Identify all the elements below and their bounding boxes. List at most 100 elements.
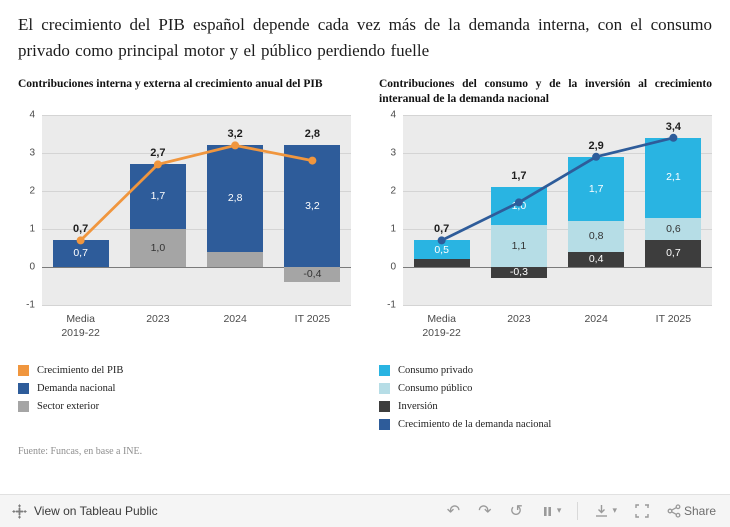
bar-segment-consumo-p-blico[interactable]: 1,1 (490, 225, 547, 267)
toolbar-divider (577, 502, 579, 520)
legend-item-inversi-n[interactable]: Inversión (379, 401, 712, 412)
gridline (403, 305, 712, 306)
bar-value-label: 0,6 (666, 222, 681, 235)
download-button[interactable]: ▾ (592, 504, 619, 518)
y-tick-label: 0 (29, 261, 35, 273)
y-tick-label: 4 (390, 109, 396, 121)
gridline (403, 153, 712, 154)
legend-item-consumo-privado[interactable]: Consumo privado (379, 365, 712, 376)
reset-icon: ↺ (509, 501, 523, 520)
line-value-label: 0,7 (72, 223, 89, 236)
bar-segment-inversi-n[interactable]: -0,3 (490, 266, 547, 279)
bar-segment-demanda-nacional[interactable]: 1,7 (129, 164, 186, 229)
plot-area[interactable]: -0,30,40,71,10,80,60,51,01,72,10,71,72,9… (403, 115, 712, 306)
chart-pib: Contribuciones interna y externa al crec… (18, 77, 351, 430)
x-tick-label: IT 2025 (655, 313, 692, 325)
legend-swatch (379, 401, 390, 412)
download-icon (594, 504, 609, 518)
y-tick-label: 0 (390, 261, 396, 273)
line-value-label: 0,7 (433, 223, 450, 236)
bar-segment-inversi-n[interactable]: 0,4 (568, 251, 625, 267)
view-on-tableau-link[interactable]: View on Tableau Public (12, 503, 158, 519)
y-tick-label: 2 (29, 185, 35, 197)
x-tick-label: 2024 (223, 313, 247, 325)
bar-value-label: 1,7 (150, 190, 166, 203)
legend-item-crecimiento-del-pib[interactable]: Crecimiento del PIB (18, 365, 351, 376)
x-tick-label: 2024 (584, 313, 608, 325)
x-tick-label: IT 2025 (294, 313, 331, 325)
bar-segment-consumo-privado[interactable]: 2,1 (645, 137, 702, 218)
legend-pib: Crecimiento del PIB Demanda nacional Secto… (18, 365, 351, 412)
bar-segment-consumo-privado[interactable]: 0,5 (413, 240, 470, 260)
dashboard-title: El crecimiento del PIB español depende c… (18, 15, 712, 60)
toolbar-buttons: ↶ ↷ ↺ ▾ ▾ (445, 502, 718, 520)
bar-segment-sector-exterior[interactable]: 1,0 (129, 229, 186, 267)
share-icon (667, 504, 681, 518)
x-axis: Media 2019-22 2023 2024 IT 2025 (42, 311, 351, 347)
line-series-crecimiento-de-la-demanda-nacional[interactable] (403, 115, 712, 305)
share-label: Share (683, 504, 716, 518)
chart-body: 4 3 2 1 0 -1 1,0 -0,4 0,7 1,7 2,8 3,2 0,7 2,7 3,2 2,8 … (18, 110, 351, 347)
legend-swatch (379, 365, 390, 376)
zero-line (42, 267, 351, 268)
chart-title-pib: Contribuciones interna y externa al crec… (18, 78, 323, 90)
chart-title-demanda: Contribuciones del consumo y de la inver… (379, 78, 712, 105)
bar-segment-demanda-nacional[interactable]: 2,8 (207, 145, 264, 252)
bar-value-label: 1,7 (588, 182, 604, 195)
bar-value-label: -0,3 (509, 266, 528, 279)
bar-segment-consumo-p-blico[interactable]: 0,6 (645, 217, 702, 241)
gridline (42, 115, 351, 116)
legend-item-consumo-p-blico[interactable]: Consumo público (379, 383, 712, 394)
bar-segment-demanda-nacional[interactable]: 0,7 (52, 240, 109, 267)
pause-button[interactable]: ▾ (539, 505, 564, 518)
legend-label: Inversión (398, 401, 438, 412)
legend-item-demanda-nacional[interactable]: Demanda nacional (18, 383, 351, 394)
legend-item-crecimiento-de-la-demanda-nacional[interactable]: Crecimiento de la demanda nacional (379, 419, 712, 430)
x-axis: Media 2019-22 2023 2024 IT 2025 (403, 311, 712, 347)
plot-area[interactable]: 1,0 -0,4 0,7 1,7 2,8 3,2 0,7 2,7 3,2 2,8 (42, 115, 351, 306)
reset-button[interactable]: ↺ (508, 503, 525, 519)
gridline (403, 229, 712, 230)
legend-item-sector-exterior[interactable]: Sector exterior (18, 401, 351, 412)
legend-label: Consumo público (398, 383, 473, 394)
y-tick-label: -1 (387, 299, 396, 311)
x-tick-label: Media 2019-22 (422, 313, 461, 339)
undo-button[interactable]: ↶ (445, 503, 462, 519)
bar-value-label: 2,8 (227, 192, 243, 205)
fullscreen-button[interactable] (633, 504, 651, 518)
redo-button[interactable]: ↷ (476, 503, 493, 519)
source-note: Fuente: Funcas, en base a INE. (18, 446, 143, 457)
x-tick-label: 2023 (146, 313, 170, 325)
plot-wrap: 1,0 -0,4 0,7 1,7 2,8 3,2 0,7 2,7 3,2 2,8 Media 20… (42, 115, 351, 347)
bar-segment-sector-exterior[interactable] (207, 251, 264, 267)
y-tick-label: 3 (29, 147, 35, 159)
bar-value-label: 1,1 (511, 239, 527, 252)
line-series-crecimiento-del-pib[interactable] (42, 115, 351, 305)
legend-label: Sector exterior (37, 401, 100, 412)
bar-value-label: 0,7 (73, 247, 88, 260)
bar-segment-inversi-n[interactable]: 0,7 (645, 240, 702, 267)
gridline (42, 229, 351, 230)
charts-row: Contribuciones interna y externa al crec… (18, 77, 712, 430)
fullscreen-icon (635, 504, 649, 518)
gridline (42, 305, 351, 306)
bar-segment-demanda-nacional[interactable]: 3,2 (284, 145, 341, 267)
tableau-logo-icon (12, 503, 27, 519)
line-value-label: 3,2 (227, 128, 243, 141)
share-button[interactable]: Share (665, 504, 718, 518)
bar-value-label: 0,8 (588, 230, 604, 243)
bar-value-label: 0,5 (434, 243, 449, 256)
x-tick-label: Media 2019-22 (61, 313, 100, 339)
bar-segment-sector-exterior[interactable]: -0,4 (284, 267, 341, 283)
bar-segment-consumo-p-blico[interactable]: 0,8 (568, 221, 625, 252)
bar-segment-inversi-n[interactable] (413, 259, 470, 267)
legend-swatch (379, 419, 390, 430)
bar-value-label: 0,4 (588, 253, 604, 266)
legend-swatch (18, 401, 29, 412)
bar-segment-consumo-privado[interactable]: 1,7 (568, 156, 625, 222)
y-tick-label: 2 (390, 185, 396, 197)
undo-icon: ↶ (446, 501, 461, 520)
plot-wrap: -0,30,40,71,10,80,60,51,01,72,10,71,72,9… (403, 115, 712, 347)
